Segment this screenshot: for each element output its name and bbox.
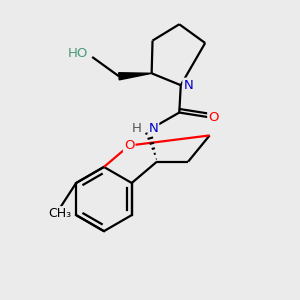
Text: N: N: [183, 79, 193, 92]
Text: H: H: [132, 122, 142, 134]
Polygon shape: [118, 73, 152, 80]
Text: N: N: [148, 122, 158, 134]
Text: O: O: [124, 139, 134, 152]
Text: HO: HO: [68, 47, 88, 61]
Text: CH₃: CH₃: [48, 207, 71, 220]
Text: O: O: [208, 110, 219, 124]
